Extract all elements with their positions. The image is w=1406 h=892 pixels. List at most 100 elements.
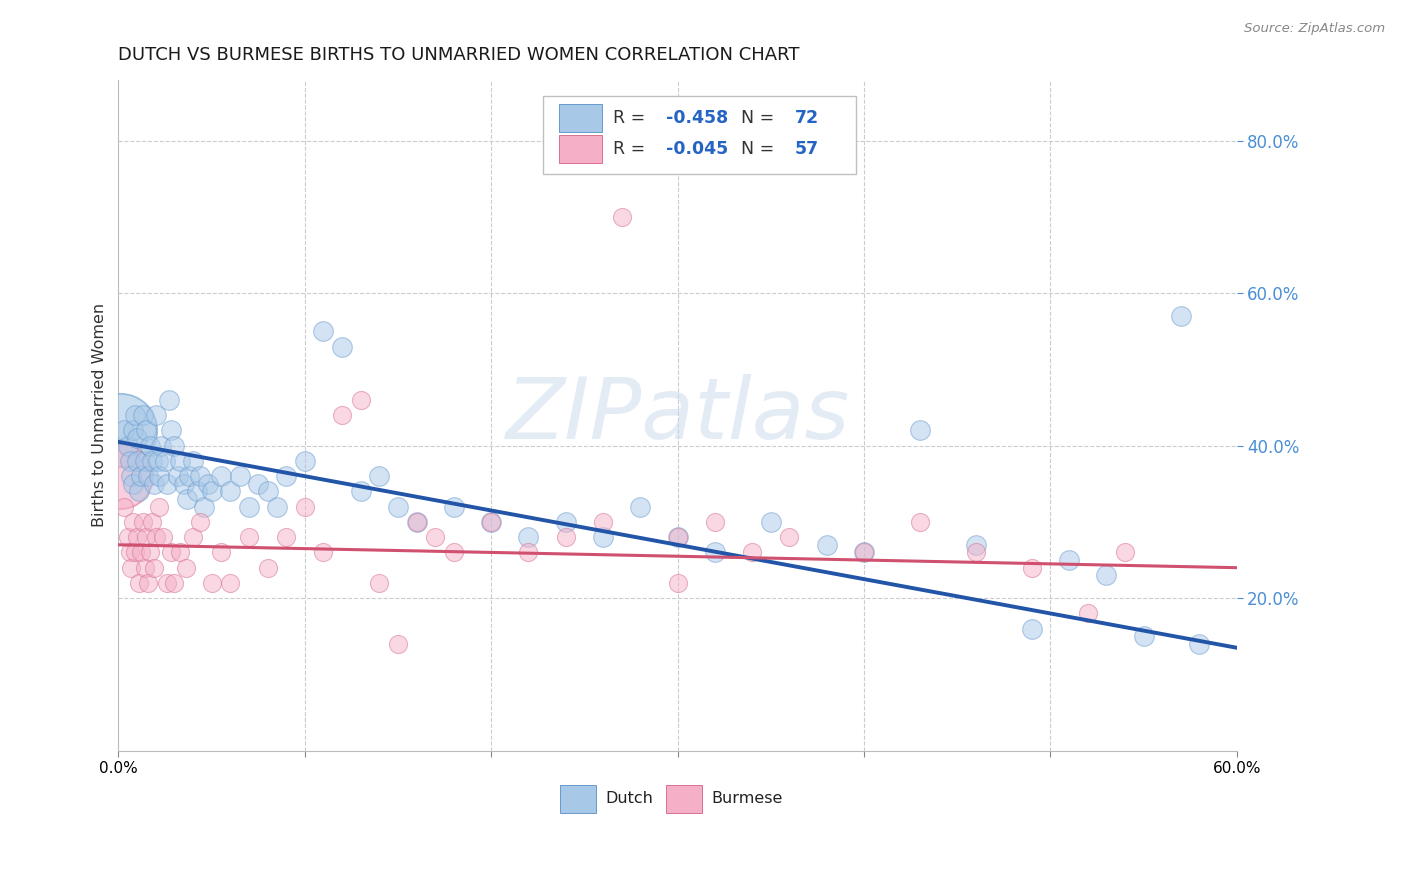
Point [666, 530, 689, 544]
FancyBboxPatch shape [666, 785, 702, 814]
Point [703, 545, 725, 559]
Point [610, 210, 633, 224]
Point [219, 484, 242, 499]
Point [443, 545, 465, 559]
Point [256, 560, 278, 574]
Point [294, 500, 316, 514]
Point [139, 545, 162, 559]
Point [142, 476, 165, 491]
Point [209, 469, 232, 483]
Point [179, 469, 201, 483]
Point [908, 515, 931, 529]
Point [112, 500, 135, 514]
Text: Burmese: Burmese [711, 791, 783, 806]
Text: R =: R = [613, 109, 651, 127]
Point [118, 454, 141, 468]
Point [443, 500, 465, 514]
Point [125, 454, 148, 468]
Point [238, 500, 260, 514]
Point [815, 538, 838, 552]
Point [141, 515, 163, 529]
Text: Dutch: Dutch [605, 791, 652, 806]
Point [312, 324, 335, 338]
Point [852, 545, 875, 559]
Point [193, 500, 215, 514]
FancyBboxPatch shape [560, 785, 596, 814]
Point [703, 515, 725, 529]
Point [1021, 560, 1043, 574]
Point [131, 408, 153, 422]
Point [1132, 629, 1154, 643]
Text: DUTCH VS BURMESE BIRTHS TO UNMARRIED WOMEN CORRELATION CHART: DUTCH VS BURMESE BIRTHS TO UNMARRIED WOM… [118, 46, 800, 64]
Point [152, 530, 174, 544]
Point [965, 545, 987, 559]
Point [124, 408, 146, 422]
Text: 72: 72 [794, 109, 820, 127]
Point [852, 545, 875, 559]
Point [741, 545, 763, 559]
Point [135, 424, 157, 438]
Point [350, 392, 373, 407]
FancyBboxPatch shape [560, 135, 602, 163]
Point [405, 515, 427, 529]
Point [148, 500, 170, 514]
Point [150, 439, 173, 453]
Text: N =: N = [741, 140, 780, 158]
Point [159, 545, 181, 559]
Text: -0.045: -0.045 [666, 140, 728, 158]
Point [169, 545, 191, 559]
FancyBboxPatch shape [543, 96, 856, 174]
Point [517, 545, 540, 559]
Point [425, 530, 447, 544]
Point [219, 576, 242, 591]
Point [136, 576, 159, 591]
Point [190, 469, 212, 483]
Text: Source: ZipAtlas.com: Source: ZipAtlas.com [1244, 22, 1385, 36]
Point [387, 637, 409, 651]
Point [479, 515, 502, 529]
Point [163, 576, 186, 591]
Point [157, 392, 180, 407]
Point [554, 515, 576, 529]
Point [122, 424, 145, 438]
Y-axis label: Births to Unmarried Women: Births to Unmarried Women [93, 303, 107, 527]
Point [122, 476, 145, 491]
Point [479, 515, 502, 529]
Point [181, 530, 204, 544]
Point [128, 484, 150, 499]
Point [759, 515, 782, 529]
Point [201, 576, 224, 591]
Point [1077, 607, 1099, 621]
Point [197, 476, 219, 491]
Text: R =: R = [613, 140, 651, 158]
Point [139, 439, 162, 453]
Point [167, 469, 190, 483]
Point [330, 408, 353, 422]
Point [124, 545, 146, 559]
Point [148, 469, 170, 483]
Point [110, 469, 132, 483]
Point [153, 454, 176, 468]
Point [145, 408, 167, 422]
Point [169, 454, 191, 468]
Point [350, 484, 373, 499]
Point [156, 576, 179, 591]
Point [1057, 553, 1080, 567]
Point [117, 530, 139, 544]
Point [1188, 637, 1211, 651]
Point [190, 515, 212, 529]
Text: 57: 57 [794, 140, 820, 158]
Point [228, 469, 250, 483]
Point [125, 530, 148, 544]
Point [145, 530, 167, 544]
Point [186, 484, 208, 499]
Point [554, 530, 576, 544]
Point [276, 530, 298, 544]
Point [121, 469, 143, 483]
Point [1021, 622, 1043, 636]
Point [247, 476, 270, 491]
Point [1170, 309, 1192, 323]
Point [136, 469, 159, 483]
Point [174, 560, 197, 574]
Point [517, 530, 540, 544]
